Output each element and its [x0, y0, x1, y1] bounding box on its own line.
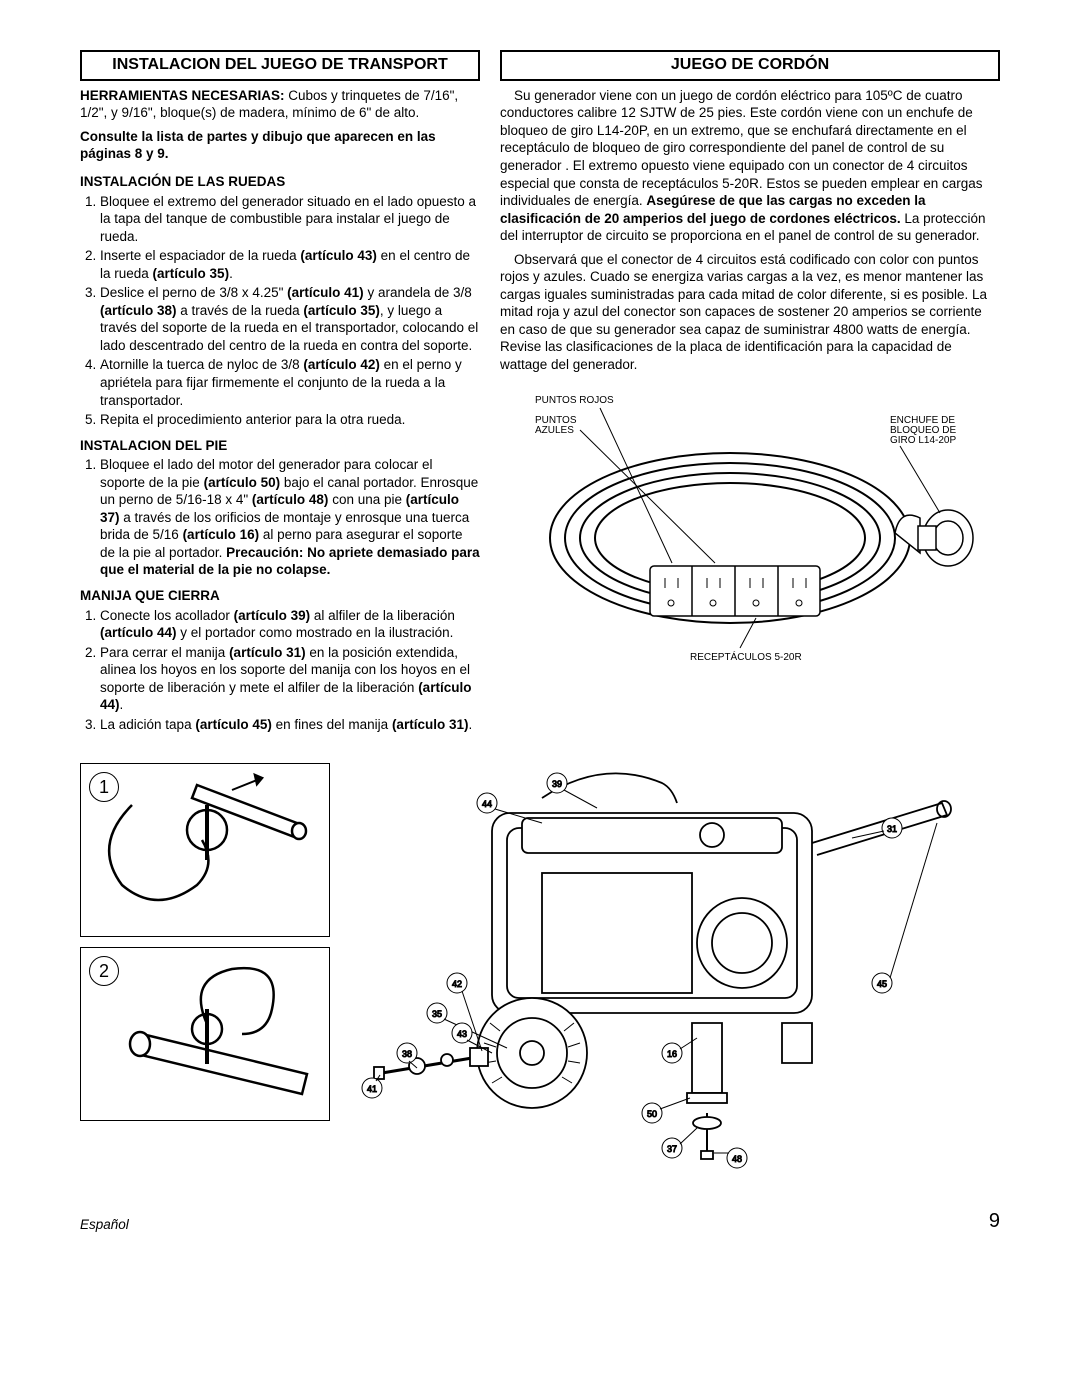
- handle-steps: Conecte los acollador (artículo 39) al a…: [80, 607, 480, 734]
- cord-paragraph-1: Su generador viene con un juego de cordó…: [500, 87, 1000, 245]
- cord-svg: PUNTOS ROJOS PUNTOSAZULES ENCHUFE DEBLOQ…: [500, 388, 1000, 668]
- svg-text:43: 43: [457, 1029, 467, 1039]
- wheels-heading: INSTALACIÓN DE LAS RUEDAS: [80, 173, 480, 191]
- svg-text:48: 48: [732, 1154, 742, 1164]
- tools-label: HERRAMIENTAS NECESARIAS:: [80, 88, 285, 103]
- svg-text:31: 31: [887, 824, 897, 834]
- wheels-steps: Bloquee el extremo del generador situado…: [80, 193, 480, 429]
- figure-2-svg: [87, 954, 317, 1099]
- figure-1-svg: [87, 770, 317, 915]
- wheels-step-1: Bloquee el extremo del generador situado…: [100, 193, 480, 246]
- label-receptacles: RECEPTÁCULOS 5-20R: [690, 650, 802, 663]
- tools-required: HERRAMIENTAS NECESARIAS: Cubos y trinque…: [80, 87, 480, 122]
- left-column: INSTALACION DEL JUEGO DE TRANSPORT HERRA…: [80, 50, 480, 741]
- svg-text:44: 44: [482, 799, 492, 809]
- footer-page-number: 9: [989, 1208, 1000, 1234]
- page-footer: Español 9: [80, 1208, 1000, 1234]
- svg-text:35: 35: [432, 1009, 442, 1019]
- transport-kit-title: INSTALACION DEL JUEGO DE TRANSPORT: [80, 50, 480, 81]
- figure-2-box: 2: [80, 947, 330, 1121]
- svg-text:50: 50: [647, 1109, 657, 1119]
- wheels-step-2: Inserte el espaciador de la rueda (artíc…: [100, 247, 480, 282]
- handle-step-3: La adición tapa (artículo 45) en fines d…: [100, 716, 480, 734]
- label-blue-dots: PUNTOSAZULES: [535, 415, 577, 436]
- small-diagrams-column: 1: [80, 753, 330, 1178]
- cord-diagram: PUNTOS ROJOS PUNTOSAZULES ENCHUFE DEBLOQ…: [500, 388, 1000, 673]
- foot-steps: Bloquee el lado del motor del generador …: [80, 456, 480, 579]
- handle-step-1: Conecte los acollador (artículo 39) al a…: [100, 607, 480, 642]
- label-red-dots: PUNTOS ROJOS: [535, 395, 614, 406]
- svg-text:41: 41: [367, 1084, 377, 1094]
- svg-text:39: 39: [552, 779, 562, 789]
- svg-text:16: 16: [667, 1049, 677, 1059]
- footer-language: Español: [80, 1216, 129, 1234]
- wheels-step-3: Deslice el perno de 3/8 x 4.25" (artícul…: [100, 284, 480, 354]
- svg-text:45: 45: [877, 979, 887, 989]
- cord-paragraph-2: Observará que el conector de 4 circuitos…: [500, 251, 1000, 374]
- cord-set-title: JUEGO DE CORDÓN: [500, 50, 1000, 81]
- handle-heading: MANIJA QUE CIERRA: [80, 587, 480, 605]
- handle-step-2: Para cerrar el manija (artículo 31) en l…: [100, 644, 480, 714]
- figure-1-box: 1: [80, 763, 330, 937]
- generator-svg: 39 44 31 45 42 35 43 38 41: [342, 753, 982, 1173]
- right-column: JUEGO DE CORDÓN Su generador viene con u…: [500, 50, 1000, 741]
- consult-note: Consulte la lista de partes y dibujo que…: [80, 128, 480, 163]
- bottom-diagram-row: 1: [80, 753, 1000, 1178]
- generator-diagram: 39 44 31 45 42 35 43 38 41: [342, 753, 1000, 1178]
- svg-text:38: 38: [402, 1049, 412, 1059]
- svg-text:42: 42: [452, 979, 462, 989]
- svg-text:37: 37: [667, 1144, 677, 1154]
- foot-step-1: Bloquee el lado del motor del generador …: [100, 456, 480, 579]
- wheels-step-4: Atornille la tuerca de nyloc de 3/8 (art…: [100, 356, 480, 409]
- foot-heading: INSTALACION DEL PIE: [80, 437, 480, 455]
- label-plug: ENCHUFE DEBLOQUEO DEGIRO L14-20P: [890, 415, 956, 446]
- wheels-step-5: Repita el procedimiento anterior para la…: [100, 411, 480, 429]
